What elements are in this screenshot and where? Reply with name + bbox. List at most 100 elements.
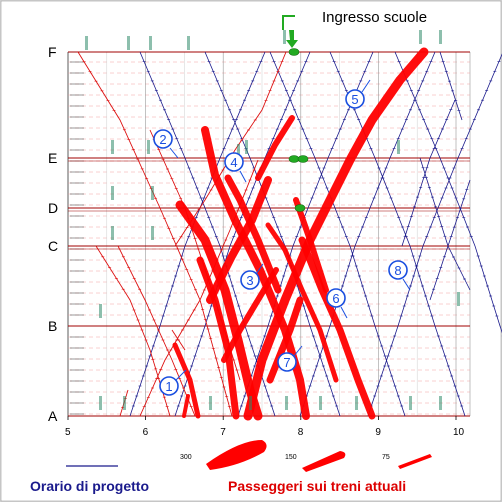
train-number-tag [99, 396, 102, 410]
train-number-tag [111, 140, 114, 154]
callout-number: 7 [283, 355, 290, 370]
station-label-b: B [48, 318, 57, 334]
station-label-d: D [48, 200, 58, 216]
station-label-c: C [48, 238, 58, 254]
callout-circle [153, 129, 173, 149]
school-entry-marker [288, 48, 300, 56]
legend-band-thin [398, 454, 432, 469]
hour-label: 8 [298, 427, 304, 438]
train-number-tag [187, 36, 190, 50]
hour-label: 9 [375, 427, 381, 438]
school-entry-marker [297, 155, 309, 163]
callout-arrow [282, 15, 295, 30]
passenger-band [293, 197, 329, 293]
callout-pointer [239, 170, 247, 183]
passenger-band [255, 115, 295, 181]
train-number-tag [151, 186, 154, 200]
train-number-tag [237, 144, 240, 158]
callout-pointer [402, 278, 411, 291]
hour-label: 5 [65, 427, 71, 438]
train-number-tag [85, 36, 88, 50]
callout-number: 5 [351, 92, 358, 107]
callout-circle [345, 89, 365, 109]
school-entry-markers [85, 30, 460, 410]
hour-label: 10 [453, 427, 465, 438]
callout-number: 4 [230, 155, 237, 170]
train-number-tag [355, 396, 358, 410]
callout-number: 1 [165, 379, 172, 394]
train-number-tag [111, 186, 114, 200]
callout-circle [277, 352, 297, 372]
numbered-callouts: 1 2 3 4 5 6 7 8 [153, 79, 411, 396]
callout-number: 3 [246, 273, 253, 288]
train-number-tag [123, 396, 126, 410]
legend-band-thick [206, 440, 267, 470]
school-entry-callout: Ingresso scuole [282, 9, 427, 48]
train-number-tag [439, 396, 442, 410]
train-number-tag [127, 36, 130, 50]
grid-lines [67, 51, 471, 417]
passenger-band [243, 47, 429, 421]
train-number-tag [409, 396, 412, 410]
passenger-band [224, 174, 282, 294]
callout-circle [224, 152, 244, 172]
hour-label: 6 [143, 427, 149, 438]
passenger-band [206, 176, 272, 304]
train-number-tag [439, 30, 442, 44]
train-number-tag [149, 36, 152, 50]
callout-number: 8 [394, 263, 401, 278]
callout-pointer [169, 147, 179, 159]
callout-circle [326, 288, 346, 308]
train-number-tag [397, 140, 400, 154]
callout-label: Ingresso scuole [322, 9, 427, 26]
planned-train-down [439, 51, 463, 121]
callout-pointer [361, 79, 371, 93]
passenger-band [266, 296, 304, 384]
train-number-tag [419, 30, 422, 44]
passenger-band [298, 236, 376, 420]
train-number-tag [285, 396, 288, 410]
passenger-band [265, 222, 339, 383]
station-label-e: E [48, 150, 57, 166]
passenger-band [182, 394, 190, 418]
school-entry-marker [294, 204, 306, 212]
legend-scale-value: 150 [285, 454, 297, 461]
train-number-tag [245, 140, 248, 154]
train-number-tag [249, 396, 252, 410]
legend-band-medium [302, 451, 346, 472]
callout-number: 2 [159, 132, 166, 147]
callout-number: 6 [332, 291, 339, 306]
train-number-tag [209, 396, 212, 410]
passenger-band [172, 342, 201, 419]
callout-circle [240, 270, 260, 290]
hour-label: 7 [220, 427, 226, 438]
callout-arrow-head [286, 30, 298, 48]
legend-passengers-label: Passeggeri sui treni attuali [228, 478, 406, 494]
train-number-tag [151, 226, 154, 240]
station-label-a: A [48, 408, 58, 424]
callout-circle [159, 376, 179, 396]
train-number-tag [111, 226, 114, 240]
train-number-tag [457, 292, 460, 306]
passenger-load-bands [172, 47, 429, 421]
legend-planned-label: Orario di progetto [30, 478, 149, 494]
train-number-tag [319, 396, 322, 410]
train-number-tag [283, 30, 286, 44]
callout-pointer [340, 306, 348, 319]
station-label-f: F [48, 44, 57, 60]
callout-pointer [255, 263, 264, 275]
passenger-band [201, 126, 310, 420]
passenger-band [221, 267, 279, 363]
legend-scale-value: 300 [180, 454, 192, 461]
legend-scale-value: 75 [382, 454, 390, 461]
callout-pointer [293, 345, 303, 357]
school-entry-marker [288, 155, 300, 163]
axis-labels: A B C D E F 5 6 7 8 9 10 [48, 44, 465, 438]
train-number-tag [99, 304, 102, 318]
train-number-tag [147, 140, 150, 154]
passenger-band [196, 256, 240, 420]
legend: Orario di progetto Passeggeri sui treni … [30, 440, 432, 494]
callout-circle [388, 260, 408, 280]
